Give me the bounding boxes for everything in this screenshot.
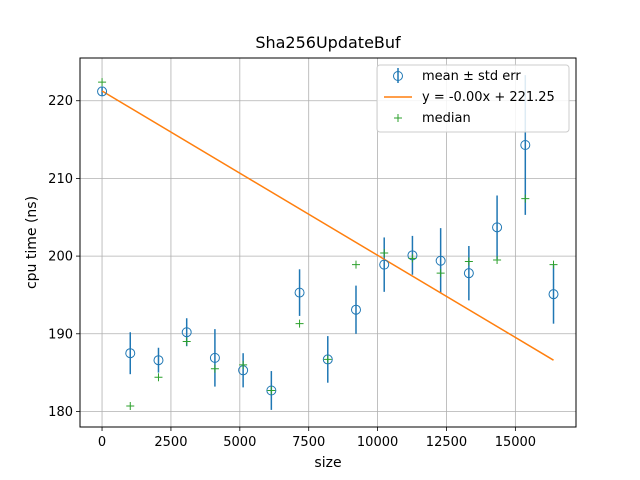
mean-point (435, 255, 446, 266)
ticks: 0 2500 5000 7500 10000 12500 15000 180 190 200 210… (48, 94, 536, 450)
median-point (239, 360, 248, 369)
median-point (351, 260, 360, 269)
mean-point (97, 86, 108, 97)
median-point (464, 257, 473, 266)
legend-fit-label: y = -0.00x + 221.25 (422, 90, 555, 105)
median-point (323, 355, 332, 364)
mean-point (463, 268, 474, 279)
mean-point (492, 222, 503, 233)
mean-point (322, 354, 333, 365)
chart-title: Sha256UpdateBuf (255, 33, 401, 52)
mean-point (294, 287, 305, 298)
x-axis-label: size (314, 455, 341, 471)
median-point (126, 402, 135, 411)
mean-point (548, 289, 559, 300)
y-tick-label: 190 (48, 327, 73, 342)
median-point (98, 78, 107, 87)
mean-point (266, 385, 277, 396)
fit-line (101, 90, 554, 361)
median-point (267, 386, 276, 395)
legend: mean ± std err y = -0.00x + 221.25 media… (376, 64, 570, 133)
y-tick-label: 200 (48, 250, 73, 265)
mean-point (181, 327, 192, 338)
legend-mean-label: mean ± std err (422, 69, 521, 84)
mean-point (520, 140, 531, 151)
legend-mean-marker (393, 71, 403, 81)
y-tick-label: 220 (48, 94, 73, 109)
median-point (408, 254, 417, 263)
mean-point (153, 355, 164, 366)
mean-point (379, 259, 390, 270)
legend-median-label: median (422, 111, 471, 126)
x-tick-label: 10000 (357, 435, 398, 450)
median-point (549, 260, 558, 269)
median-point (380, 248, 389, 257)
plot-frame (79, 57, 577, 428)
median-point (154, 373, 163, 382)
series-layer (97, 75, 559, 411)
x-tick-label: 2500 (154, 435, 187, 450)
mean-point (350, 304, 361, 315)
y-tick-label: 210 (48, 172, 73, 187)
legend-box (376, 64, 570, 133)
median-point (210, 364, 219, 373)
x-tick-label: 5000 (223, 435, 256, 450)
median-point (295, 319, 304, 328)
mean-point (125, 348, 136, 359)
legend-median-marker (394, 114, 402, 122)
x-tick-label: 15000 (495, 435, 536, 450)
x-tick-label: 12500 (426, 435, 467, 450)
mean-point (209, 352, 220, 363)
x-tick-label: 0 (98, 435, 106, 450)
x-tick-label: 7500 (292, 435, 325, 450)
median-point (521, 194, 530, 203)
y-axis-label: cpu time (ns) (24, 196, 40, 289)
median-point (493, 255, 502, 264)
median-point (182, 337, 191, 346)
y-tick-label: 180 (48, 405, 73, 420)
median-point (436, 269, 445, 278)
